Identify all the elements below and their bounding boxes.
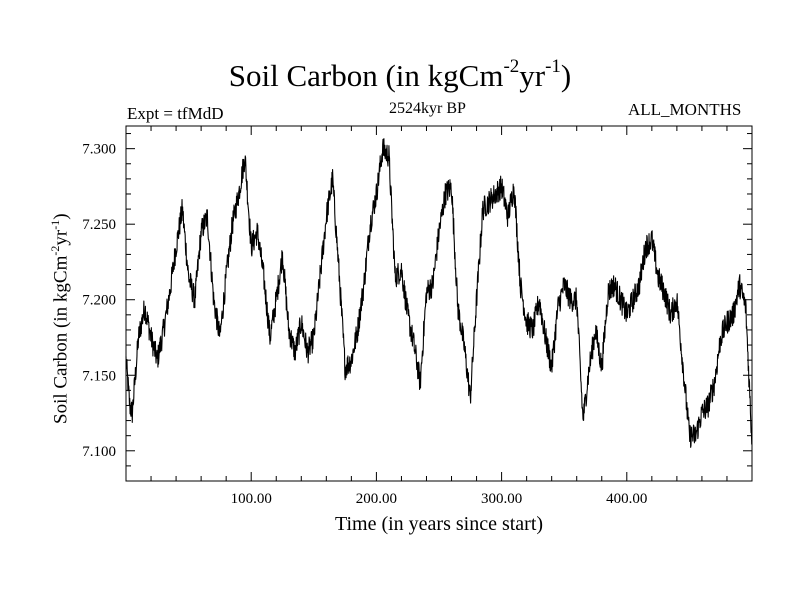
experiment-label: Expt = tfMdD <box>127 104 224 123</box>
y-axis-label: Soil Carbon (in kgCm-2yr-1) <box>48 213 72 424</box>
period-label: 2524kyr BP <box>389 100 466 117</box>
y-tick-label: 7.100 <box>82 444 116 460</box>
chart-title: Soil Carbon (in kgCm-2yr-1) <box>228 55 572 93</box>
y-tick-label: 7.150 <box>82 368 116 384</box>
y-tick-label: 7.300 <box>82 142 116 158</box>
y-tick-label: 7.250 <box>82 217 116 233</box>
months-label: ALL_MONTHS <box>628 100 742 119</box>
x-tick-label: 100.00 <box>231 491 272 507</box>
x-tick-label: 200.00 <box>356 491 397 507</box>
x-axis-label: Time (in years since start) <box>334 513 544 535</box>
plot-frame <box>125 125 753 482</box>
series-line-soil-carbon <box>125 138 753 448</box>
x-tick-label: 400.00 <box>606 491 647 507</box>
y-tick-label: 7.200 <box>82 293 116 309</box>
x-tick-label: 300.00 <box>481 491 522 507</box>
